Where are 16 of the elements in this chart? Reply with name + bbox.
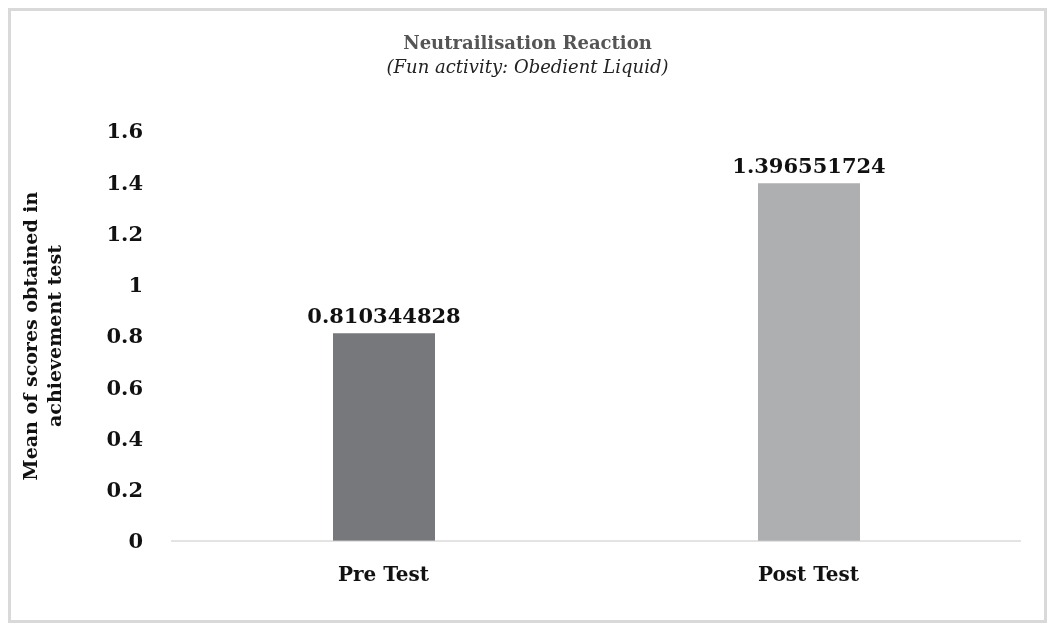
y-tick-label: 0.8 <box>106 323 143 349</box>
data-label: 1.396551724 <box>732 153 886 179</box>
y-tick-label: 1 <box>128 272 143 298</box>
y-tick-label: 0.6 <box>106 374 143 400</box>
y-tick-label: 1.4 <box>106 169 143 195</box>
x-tick-label: Post Test <box>757 562 860 587</box>
data-label: 0.810344828 <box>307 303 461 329</box>
y-tick-label: 1.2 <box>106 220 143 246</box>
y-axis-title: Mean of scores obtained in achievement test <box>19 191 65 481</box>
x-tick-label: Pre Test <box>337 562 430 587</box>
y-tick-label: 0 <box>128 528 143 554</box>
y-tick-label: 1.6 <box>106 118 143 144</box>
chart-subtitle: (Fun activity: Obedient Liquid) <box>385 55 670 79</box>
chart-title: Neutrailisation Reaction <box>402 31 653 55</box>
y-tick-label: 0.4 <box>106 425 143 451</box>
y-tick-label: 0.2 <box>106 477 143 503</box>
